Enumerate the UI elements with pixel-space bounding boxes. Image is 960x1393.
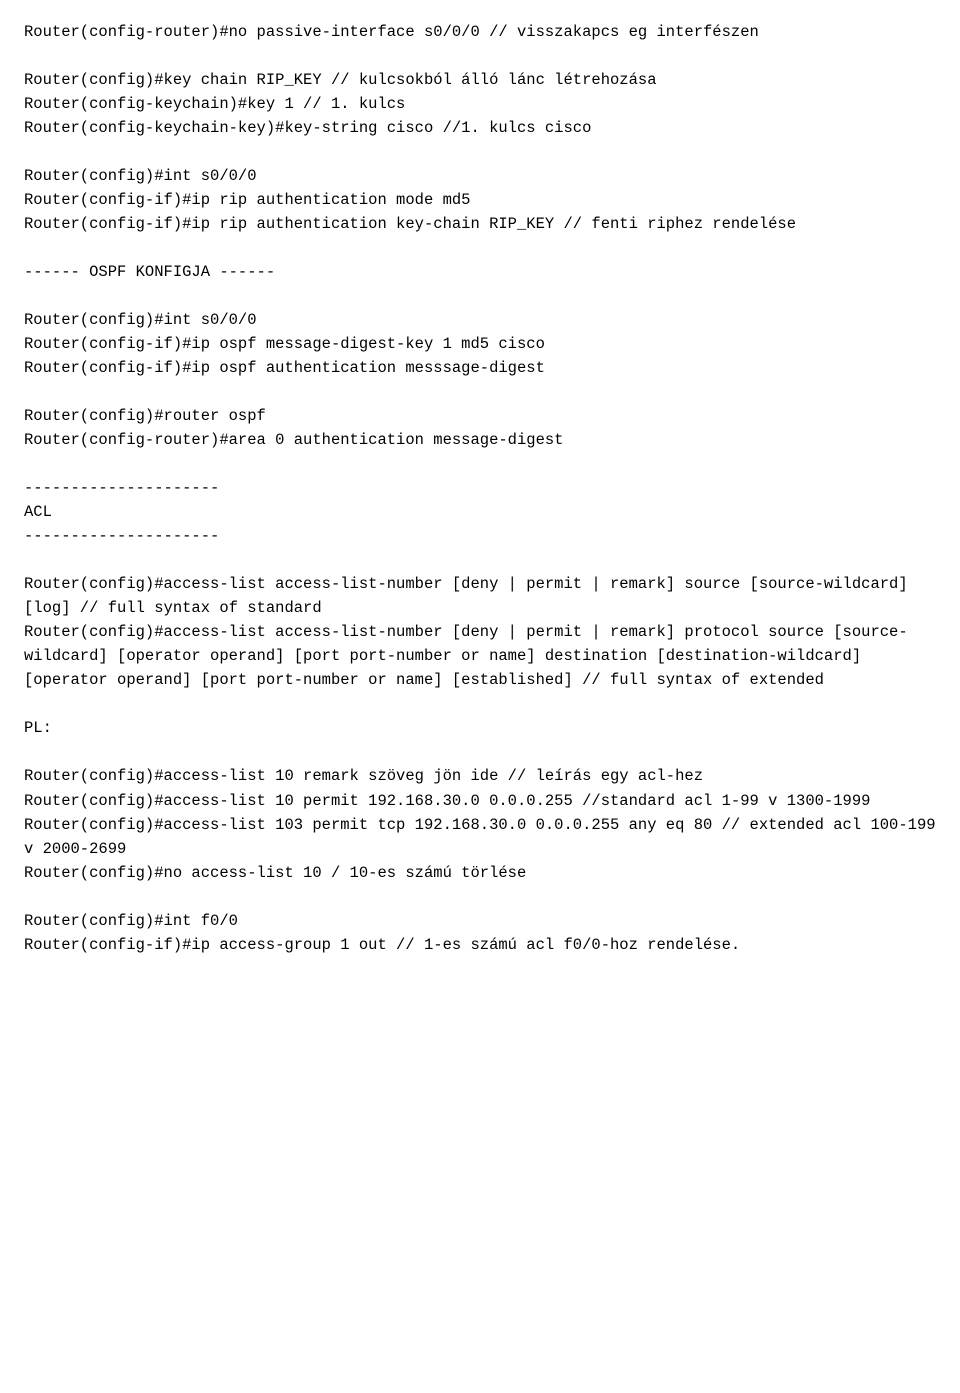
code-line: Router(config)#key chain RIP_KEY // kulc…	[24, 68, 936, 92]
code-line: Router(config)#int s0/0/0	[24, 164, 936, 188]
code-line: Router(config-if)#ip ospf message-digest…	[24, 332, 936, 356]
code-line: Router(config)#access-list access-list-n…	[24, 572, 936, 620]
code-line	[24, 692, 936, 716]
code-line: Router(config)#access-list access-list-n…	[24, 620, 936, 692]
code-line: Router(config)#access-list 103 permit tc…	[24, 813, 936, 861]
code-line: ---------------------	[24, 476, 936, 500]
code-line: Router(config)#router ospf	[24, 404, 936, 428]
document-body: Router(config-router)#no passive-interfa…	[24, 20, 936, 957]
code-line: Router(config)#int f0/0	[24, 909, 936, 933]
code-line	[24, 740, 936, 764]
code-line	[24, 452, 936, 476]
code-line	[24, 140, 936, 164]
code-line: ---------------------	[24, 524, 936, 548]
code-line: Router(config)#access-list 10 permit 192…	[24, 789, 936, 813]
code-line: Router(config-if)#ip rip authentication …	[24, 188, 936, 212]
code-line: ACL	[24, 500, 936, 524]
code-line: Router(config-router)#area 0 authenticat…	[24, 428, 936, 452]
code-line: Router(config-router)#no passive-interfa…	[24, 20, 936, 44]
code-line: Router(config-if)#ip ospf authentication…	[24, 356, 936, 380]
code-line	[24, 236, 936, 260]
code-line: ------ OSPF KONFIGJA ------	[24, 260, 936, 284]
code-line: Router(config-if)#ip access-group 1 out …	[24, 933, 936, 957]
code-line: Router(config-if)#ip rip authentication …	[24, 212, 936, 236]
code-line: Router(config)#access-list 10 remark szö…	[24, 764, 936, 788]
code-line	[24, 44, 936, 68]
code-line	[24, 284, 936, 308]
code-line: PL:	[24, 716, 936, 740]
code-line	[24, 885, 936, 909]
code-line: Router(config)#no access-list 10 / 10-es…	[24, 861, 936, 885]
code-line: Router(config)#int s0/0/0	[24, 308, 936, 332]
code-line	[24, 380, 936, 404]
code-line: Router(config-keychain-key)#key-string c…	[24, 116, 936, 140]
code-line	[24, 548, 936, 572]
code-line: Router(config-keychain)#key 1 // 1. kulc…	[24, 92, 936, 116]
